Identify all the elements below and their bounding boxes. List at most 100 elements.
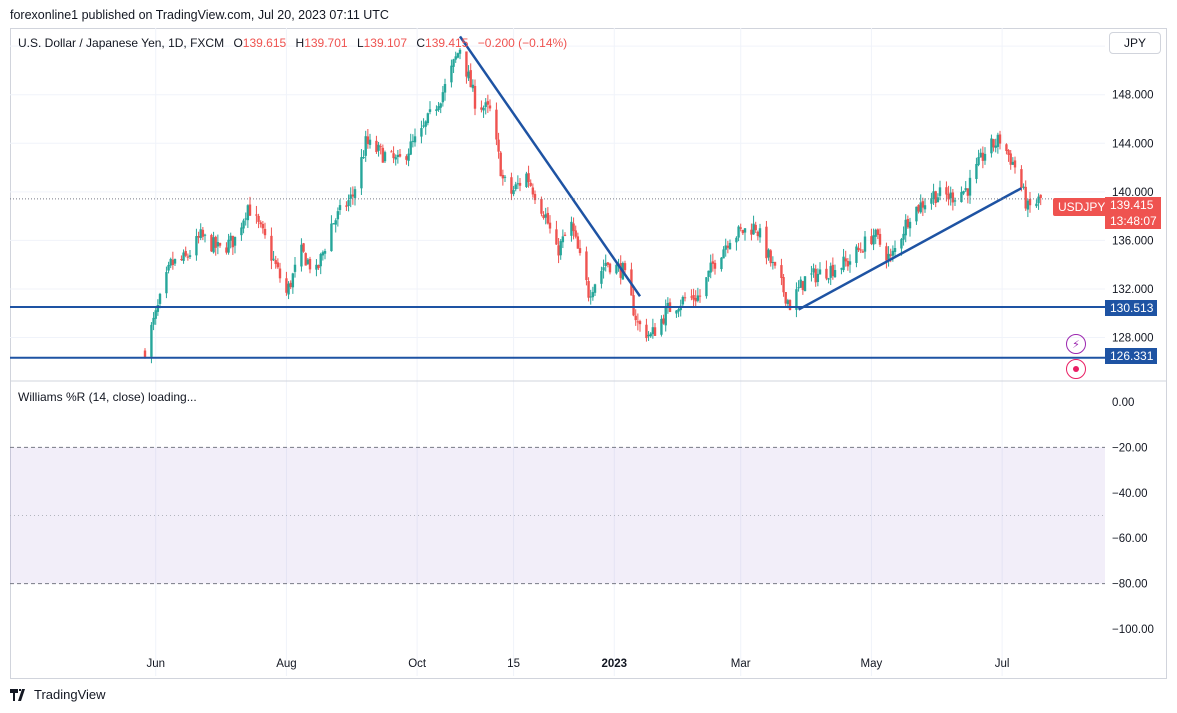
brand-name: TradingView (34, 687, 106, 702)
candle-body (548, 222, 552, 229)
candle-body (467, 71, 470, 79)
candle-body (636, 321, 640, 323)
candle-body (495, 109, 498, 140)
candle-body (966, 188, 970, 196)
candle-body (893, 248, 897, 253)
candle-body (664, 307, 667, 326)
candle-body (666, 302, 670, 307)
price-tick-label: 136.000 (1112, 235, 1154, 247)
publish-caption: forexonline1 published on TradingView.co… (10, 8, 389, 22)
candle-body (752, 223, 755, 235)
last-price-tag: 139.415 13:48:07 (1105, 197, 1161, 229)
indicator-tick-label: −40.00 (1112, 488, 1148, 500)
candle-body (398, 154, 402, 157)
candle-body (555, 229, 558, 245)
candle-body (754, 224, 757, 231)
candle-body (707, 270, 710, 277)
candle-body (615, 264, 618, 274)
candle-body (593, 284, 597, 293)
candle-body (604, 262, 607, 266)
candle-body (182, 252, 185, 261)
candle-body (319, 254, 322, 267)
candle-body (728, 242, 732, 250)
candle-body (773, 261, 777, 266)
time-tick-label: Mar (731, 658, 751, 670)
price-tick-label: 140.000 (1112, 187, 1154, 199)
candle-body (572, 223, 575, 232)
candle-body (154, 310, 157, 319)
candle-body (516, 183, 520, 185)
candle-body (848, 261, 852, 265)
candle-body (953, 200, 957, 202)
currency-button[interactable]: JPY (1109, 32, 1161, 54)
candle-body (677, 309, 680, 312)
candle-body (923, 205, 927, 210)
candle-body (152, 317, 155, 325)
candle-body (210, 235, 213, 252)
flash-icon[interactable]: ⚡ (1066, 334, 1086, 354)
indicator-tick-label: −100.00 (1112, 624, 1154, 636)
candle-body (443, 84, 447, 93)
candle-body (216, 242, 220, 247)
candle-body (570, 221, 573, 236)
candle-body (602, 267, 605, 271)
candle-body (887, 253, 890, 260)
candle-body (364, 136, 367, 156)
candle-body (306, 259, 310, 264)
candle-body (831, 264, 835, 277)
candle-body (165, 272, 168, 294)
candle-body (499, 152, 502, 177)
candle-body (769, 250, 772, 264)
candle-body (861, 251, 865, 253)
candle-body (529, 182, 532, 186)
candle-body (889, 254, 892, 256)
candle-body (203, 234, 207, 236)
bar-countdown: 13:48:07 (1110, 214, 1157, 228)
candle-body (990, 138, 993, 154)
candle-body (608, 263, 612, 273)
candle-body (632, 295, 635, 316)
candle-body (780, 265, 783, 279)
candle-body (724, 245, 727, 250)
candle-body (975, 163, 978, 179)
candle-body (681, 296, 685, 305)
candle-body (407, 153, 410, 161)
candle-body (293, 264, 297, 272)
candle-body (323, 251, 327, 254)
candle-body (606, 262, 610, 265)
symbol-legend: U.S. Dollar / Japanese Yen, 1D, FXCM O13… (18, 36, 567, 50)
candle-body (829, 266, 832, 278)
candle-body (962, 191, 965, 194)
candle-body (441, 92, 445, 103)
candle-body (977, 157, 980, 165)
tradingview-logo-icon (10, 688, 25, 701)
candle-body (197, 236, 200, 238)
candle-body (270, 235, 273, 261)
candle-body (833, 270, 837, 278)
candle-body (842, 256, 845, 271)
candle-body (259, 222, 262, 225)
indicator-tick-label: 0.00 (1112, 397, 1134, 409)
candle-body (413, 136, 417, 143)
candle-body (248, 204, 252, 216)
candle-body (855, 246, 858, 263)
candle-body (158, 293, 162, 304)
candle-body (904, 219, 907, 236)
candle-body (514, 184, 517, 190)
candle-body (347, 200, 350, 206)
candle-body (426, 113, 430, 124)
candle-body (199, 229, 202, 238)
candle-body (167, 264, 170, 271)
candle-body (743, 228, 747, 233)
candle-body (921, 201, 925, 208)
candle-body (360, 157, 363, 189)
target-icon[interactable] (1066, 359, 1086, 379)
candle-body (1035, 203, 1038, 207)
candle-body (1005, 144, 1008, 151)
candle-body (261, 223, 265, 229)
candle-body (156, 305, 160, 312)
price-chart[interactable]: 152.000148.000144.000140.000136.000132.0… (10, 28, 1167, 679)
candle-body (814, 268, 817, 283)
time-tick-label: May (861, 658, 883, 670)
legend-close-label: C (416, 36, 426, 50)
